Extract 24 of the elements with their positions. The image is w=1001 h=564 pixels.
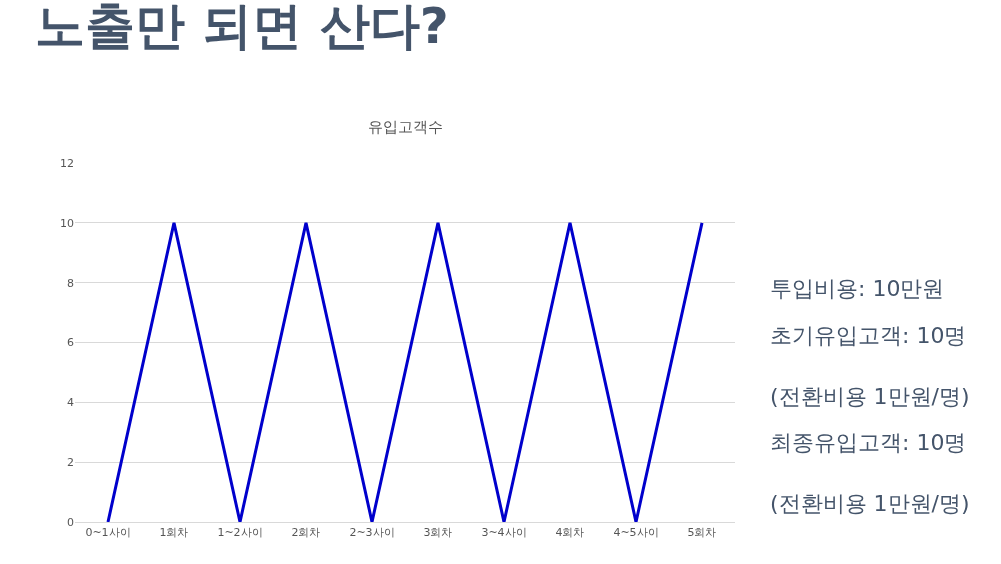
y-tick-label: 8 — [67, 276, 74, 290]
text: (전환비용 1만원/명) — [770, 491, 970, 516]
y-tick-label: 6 — [67, 336, 74, 350]
chart-subtitle: 유입고객수 — [368, 118, 443, 136]
y-tick-label: 10 — [60, 216, 74, 230]
x-tick-label: 5회차 — [687, 526, 717, 540]
y-tick-label: 0 — [67, 515, 74, 529]
text: 투입비용: 10만원 — [770, 276, 945, 301]
text: 초기유입고객: 10명 — [770, 323, 967, 348]
x-tick-label: 0~1사이 — [85, 526, 131, 540]
x-tick-label: 1~2사이 — [217, 526, 263, 540]
text: (전환비용 1만원/명) — [770, 384, 970, 409]
x-tick-label: 3회차 — [423, 526, 453, 540]
y-tick-label: 12 — [60, 156, 74, 170]
y-tick-label: 4 — [67, 396, 74, 410]
x-tick-label: 1회차 — [159, 526, 189, 540]
chart-title: 노출만 되면 산다? — [35, 0, 449, 56]
x-tick-label: 4회차 — [555, 526, 585, 540]
x-tick-label: 2~3사이 — [349, 526, 395, 540]
x-tick-label: 3~4사이 — [481, 526, 527, 540]
text: 최종유입고객: 10명 — [770, 430, 967, 455]
y-tick-label: 2 — [67, 456, 74, 470]
x-tick-label: 4~5사이 — [613, 526, 659, 540]
x-tick-label: 2회차 — [291, 526, 321, 540]
